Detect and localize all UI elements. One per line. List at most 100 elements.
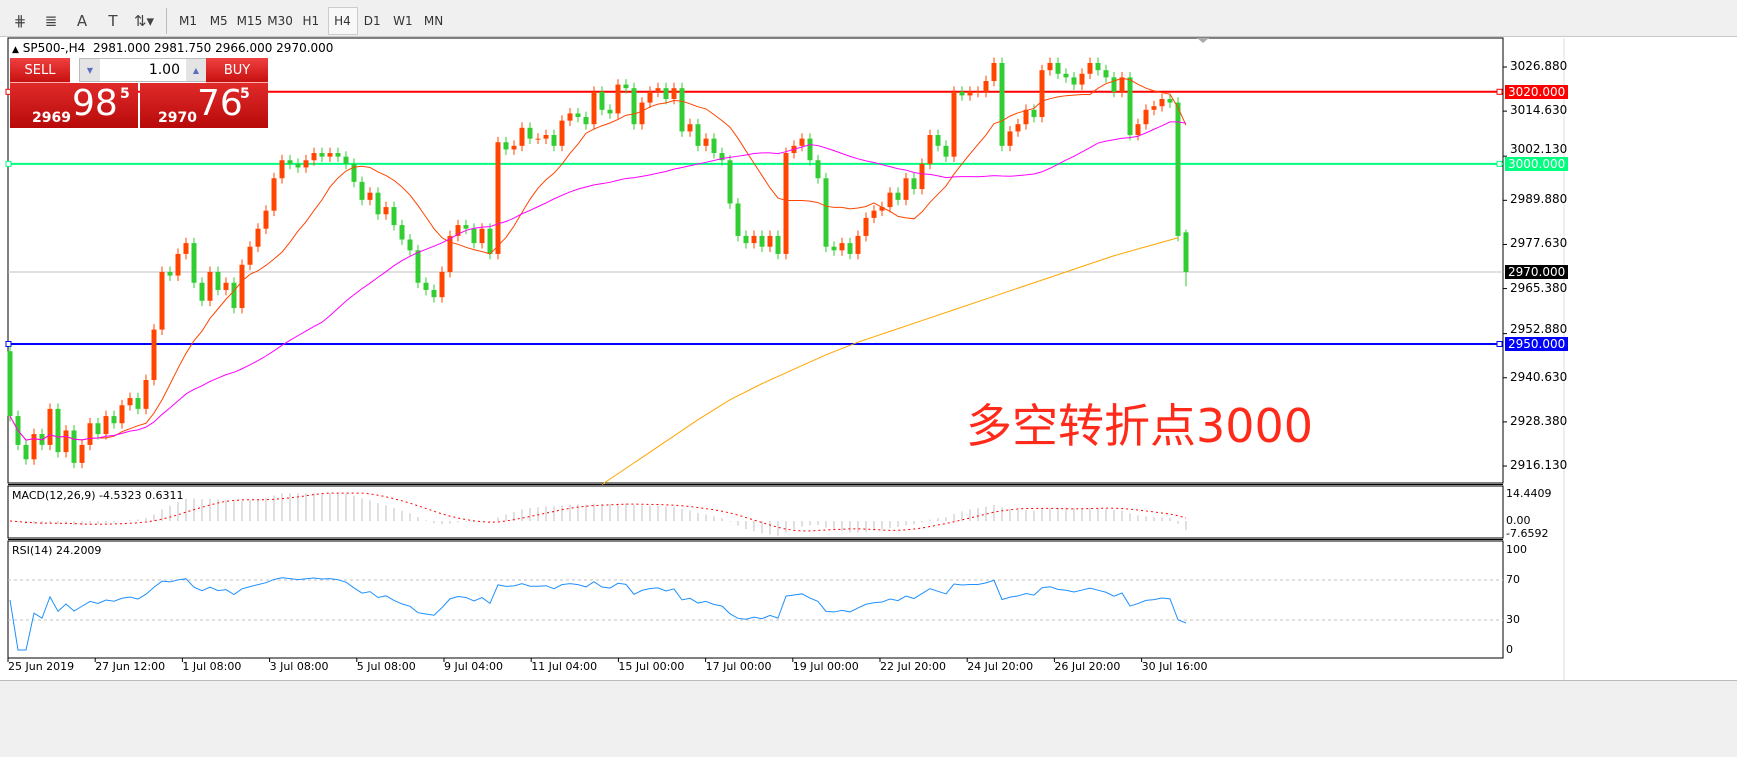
macd-histogram bbox=[17, 493, 1187, 536]
time-axis-label: 25 Jun 2019 bbox=[8, 660, 75, 673]
main-chart-frame bbox=[7, 37, 1504, 484]
candle-46 bbox=[375, 192, 381, 215]
fibonacci-fan-icon[interactable]: ≣ bbox=[44, 12, 58, 30]
lot-size-stepper[interactable]: ▼ 1.00 ▲ bbox=[79, 58, 207, 82]
sell-price-button[interactable]: 2969 98 5 bbox=[10, 83, 138, 128]
candle-135 bbox=[1087, 62, 1093, 74]
price-axis-tick: 3014.630 bbox=[1510, 103, 1568, 118]
chart-svg[interactable] bbox=[0, 0, 1737, 680]
candle-105 bbox=[847, 243, 853, 254]
buy-button[interactable]: BUY bbox=[206, 58, 268, 83]
timeframe-h4-button[interactable]: H4 bbox=[327, 7, 358, 35]
candle-96 bbox=[775, 235, 781, 254]
chart-header: ▲ SP500-,H4 2981.000 2981.750 2966.000 2… bbox=[12, 41, 333, 57]
toolbar bbox=[0, 0, 1737, 37]
chart-annotation: 多空转折点3000 bbox=[966, 399, 1314, 453]
timeframe-d1-button[interactable]: D1 bbox=[363, 14, 381, 28]
sell-price-big: 98 bbox=[72, 83, 118, 124]
candle-49 bbox=[399, 225, 405, 240]
candle-30 bbox=[247, 246, 253, 265]
rsi-axis-tick: 100 bbox=[1506, 543, 1527, 556]
candle-110 bbox=[887, 192, 893, 208]
candle-48 bbox=[391, 207, 397, 226]
candle-147 bbox=[1183, 232, 1189, 272]
rsi-axis-tick: 0 bbox=[1506, 643, 1513, 656]
hline-handle bbox=[1496, 160, 1503, 167]
candle-142 bbox=[1143, 109, 1149, 125]
candle-76 bbox=[615, 84, 621, 114]
candle-116 bbox=[935, 135, 941, 146]
candle-56 bbox=[455, 225, 461, 236]
arrows-dropdown-icon[interactable]: ⇅▾ bbox=[133, 12, 155, 30]
macd-axis-tick: 0.00 bbox=[1506, 514, 1531, 527]
candle-101 bbox=[815, 160, 821, 179]
candle-10 bbox=[87, 423, 93, 445]
candle-77 bbox=[623, 84, 629, 89]
candles bbox=[7, 57, 1189, 469]
lot-size-input[interactable]: 1.00 bbox=[148, 62, 180, 78]
one-click-trading-panel: SELL ▼ 1.00 ▲ BUY 2969 98 5 2970 76 5 bbox=[10, 58, 268, 128]
candle-93 bbox=[751, 235, 757, 244]
timeframe-m5-button[interactable]: M5 bbox=[209, 14, 228, 28]
candle-109 bbox=[879, 207, 885, 211]
time-axis-label: 30 Jul 16:00 bbox=[1141, 660, 1208, 673]
candle-63 bbox=[511, 145, 517, 150]
time-axis-label: 24 Jul 20:00 bbox=[967, 660, 1034, 673]
collapse-triangle-icon[interactable]: ▲ bbox=[12, 45, 19, 55]
candle-113 bbox=[911, 178, 917, 190]
timeframe-m30-button[interactable]: M30 bbox=[267, 14, 293, 28]
candle-129 bbox=[1039, 70, 1045, 118]
candle-50 bbox=[407, 239, 413, 251]
candle-118 bbox=[951, 91, 957, 157]
timeframe-w1-button[interactable]: W1 bbox=[393, 14, 413, 28]
fibonacci-expansion-icon[interactable]: ⋕ bbox=[13, 12, 27, 30]
candle-79 bbox=[639, 102, 645, 125]
candle-71 bbox=[575, 113, 581, 118]
candle-66 bbox=[535, 138, 541, 140]
macd-pane-frame bbox=[7, 485, 1504, 539]
candle-31 bbox=[255, 228, 261, 247]
chart-symbol: SP500-,H4 bbox=[22, 41, 86, 55]
price-label-3000: 3000.000 bbox=[1505, 156, 1569, 171]
candle-136 bbox=[1095, 62, 1101, 71]
candle-21 bbox=[175, 253, 181, 276]
price-axis-tick: 2977.630 bbox=[1510, 236, 1568, 251]
time-axis-label: 17 Jul 00:00 bbox=[705, 660, 772, 673]
candle-87 bbox=[703, 138, 709, 146]
timeframe-h1-button[interactable]: H1 bbox=[302, 14, 320, 28]
time-axis-label: 22 Jul 20:00 bbox=[880, 660, 946, 673]
candle-124 bbox=[999, 62, 1005, 146]
text-icon[interactable]: A bbox=[76, 12, 88, 30]
sell-price-sup: 5 bbox=[120, 86, 130, 102]
candle-82 bbox=[663, 88, 669, 99]
buy-price-button[interactable]: 2970 76 5 bbox=[140, 83, 268, 128]
toolbar-separator bbox=[166, 8, 167, 34]
decrease-lot-icon[interactable]: ▼ bbox=[80, 59, 100, 81]
candle-122 bbox=[983, 80, 989, 92]
candle-111 bbox=[895, 192, 901, 200]
ma-mid-line bbox=[9, 121, 1187, 441]
candle-100 bbox=[807, 138, 813, 161]
rsi-axis-tick: 70 bbox=[1506, 573, 1520, 586]
timeframe-m1-button[interactable]: M1 bbox=[179, 14, 197, 28]
timeframe-mn-button[interactable]: MN bbox=[423, 14, 444, 28]
macd-axis-tick: 14.4409 bbox=[1506, 487, 1552, 500]
candle-22 bbox=[183, 243, 189, 254]
candle-65 bbox=[527, 127, 533, 139]
candle-44 bbox=[359, 181, 365, 200]
candle-140 bbox=[1127, 77, 1133, 136]
candle-97 bbox=[783, 153, 789, 254]
price-axis-tick: 2965.380 bbox=[1510, 280, 1568, 295]
rsi-pane-frame bbox=[7, 540, 1504, 659]
candle-81 bbox=[655, 88, 661, 92]
text-label-icon[interactable]: T bbox=[108, 12, 118, 30]
increase-lot-icon[interactable]: ▲ bbox=[186, 59, 206, 81]
price-label-2970: 2970.000 bbox=[1505, 264, 1569, 279]
candle-39 bbox=[319, 153, 325, 157]
candle-88 bbox=[711, 138, 717, 154]
price-axis-tick: 2916.130 bbox=[1510, 458, 1568, 473]
sell-button[interactable]: SELL bbox=[10, 58, 70, 83]
candle-43 bbox=[351, 163, 357, 182]
macd-label: MACD(12,26,9) -4.5323 0.6311 bbox=[12, 489, 184, 502]
timeframe-m15-button[interactable]: M15 bbox=[236, 14, 263, 28]
